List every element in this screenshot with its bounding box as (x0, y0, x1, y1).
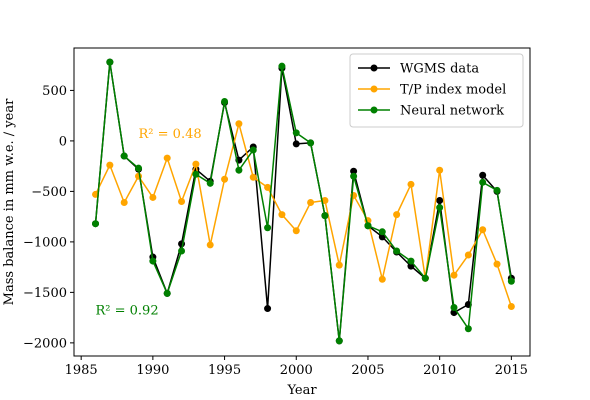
point-neural-network-1997 (249, 146, 257, 154)
point-t-p-index-model-1994 (206, 241, 214, 249)
point-neural-network-1993 (192, 170, 200, 178)
y-tick-label: −2000 (23, 336, 67, 351)
point-t-p-index-model-2006 (378, 275, 386, 283)
point-neural-network-1990 (149, 257, 157, 265)
point-t-p-index-model-2011 (450, 271, 458, 279)
legend-label-wgms-data: WGMS data (400, 62, 479, 77)
legend-box (349, 53, 524, 128)
point-neural-network-2004 (350, 172, 358, 180)
annotations: R² = 0.48 R² = 0.92 (96, 127, 202, 319)
y-tick-label: 500 (42, 84, 67, 99)
x-tick-label: 2010 (423, 363, 456, 378)
point-t-p-index-model-2001 (307, 199, 315, 206)
y-tick-label: 0 (59, 134, 67, 149)
point-neural-network-1988 (120, 152, 128, 160)
point-wgms-data-2008 (407, 262, 415, 270)
point-wgms-data-2010 (436, 196, 444, 204)
point-t-p-index-model-2007 (393, 211, 401, 219)
point-t-p-index-model-2015 (507, 303, 515, 311)
point-neural-network-1991 (163, 289, 171, 297)
x-tick-label: 1985 (65, 363, 98, 378)
point-wgms-data-2000 (292, 140, 300, 148)
legend-label-neural-network: Neural network (400, 104, 504, 119)
legend-marker-wgms-data (370, 64, 378, 72)
point-t-p-index-model-1991 (163, 154, 171, 162)
point-neural-network-2003 (335, 337, 343, 345)
point-wgms-data-2004 (350, 167, 358, 175)
point-t-p-index-model-2013 (479, 226, 487, 234)
x-axis: 1985 1990 1995 2000 2005 2010 2015 (65, 356, 528, 378)
point-t-p-index-model-2008 (407, 180, 415, 188)
axes-frame (73, 47, 531, 357)
point-neural-network-1994 (206, 179, 214, 187)
point-t-p-index-model-1995 (221, 175, 229, 183)
point-neural-network-2002 (321, 212, 329, 220)
point-neural-network-1992 (178, 247, 186, 255)
series-line-neural-network (94, 61, 513, 342)
point-t-p-index-model-2012 (464, 251, 472, 259)
point-neural-network-1987 (106, 58, 114, 66)
y-tick-label: −500 (31, 185, 67, 200)
point-t-p-index-model-1989 (135, 172, 143, 180)
point-wgms-data-2013 (479, 171, 487, 179)
x-tick-label: 2015 (495, 363, 528, 378)
r-squared-annotation: R² = 0.48 (139, 127, 202, 142)
point-t-p-index-model-1993 (192, 160, 200, 168)
point-t-p-index-model-1988 (120, 199, 128, 206)
point-t-p-index-model-2000 (292, 227, 300, 235)
point-t-p-index-model-1990 (149, 193, 157, 201)
y-axis-label: Mass balance in mm w.e. / year (2, 98, 17, 305)
y-tick-label: −1500 (23, 286, 67, 301)
point-neural-network-1999 (278, 62, 286, 70)
point-neural-network-2012 (464, 325, 472, 333)
point-neural-network-1998 (264, 224, 272, 232)
point-neural-network-2005 (364, 222, 372, 230)
point-neural-network-2007 (393, 247, 401, 255)
plot-area (92, 58, 515, 345)
legend-marker-t-p-index-model (370, 85, 378, 93)
point-t-p-index-model-1987 (106, 161, 114, 169)
x-tick-label: 1990 (136, 363, 169, 378)
point-neural-network-2006 (378, 228, 386, 236)
x-tick-label: 2005 (351, 363, 384, 378)
legend-marker-neural-network (370, 106, 378, 114)
y-tick-label: −1000 (23, 235, 67, 250)
point-t-p-index-model-1996 (235, 120, 243, 128)
point-t-p-index-model-1992 (178, 198, 186, 205)
point-neural-network-2010 (436, 204, 444, 212)
point-neural-network-1986 (92, 220, 100, 228)
point-neural-network-2000 (292, 129, 300, 137)
point-t-p-index-model-2002 (321, 196, 329, 204)
point-neural-network-2011 (450, 304, 458, 312)
point-neural-network-1996 (235, 166, 243, 174)
point-t-p-index-model-2014 (493, 260, 501, 268)
point-t-p-index-model-1999 (278, 211, 286, 219)
point-neural-network-2014 (493, 186, 501, 194)
series-line-t-p-index-model (94, 122, 513, 307)
point-neural-network-2001 (307, 139, 315, 147)
point-t-p-index-model-1997 (249, 173, 257, 181)
legend: WGMS data T/P index model Neural network (349, 53, 524, 128)
point-neural-network-1995 (221, 98, 229, 106)
point-neural-network-2015 (507, 277, 515, 285)
point-t-p-index-model-2003 (335, 261, 343, 269)
point-t-p-index-model-1998 (264, 183, 272, 191)
point-wgms-data-1998 (264, 305, 272, 313)
point-t-p-index-model-2010 (436, 166, 444, 174)
x-tick-label: 2000 (280, 363, 313, 378)
point-neural-network-2013 (479, 178, 487, 186)
point-neural-network-1989 (135, 164, 143, 172)
x-tick-label: 1995 (208, 363, 241, 378)
point-neural-network-2009 (421, 274, 429, 282)
y-axis: 500 0 −500 −1000 −1500 −2000 (23, 84, 74, 351)
point-neural-network-2008 (407, 257, 415, 265)
r-squared-annotation: R² = 0.92 (96, 304, 159, 319)
legend-label-t-p-index-model: T/P index model (400, 83, 506, 98)
x-axis-label: Year (286, 383, 317, 398)
